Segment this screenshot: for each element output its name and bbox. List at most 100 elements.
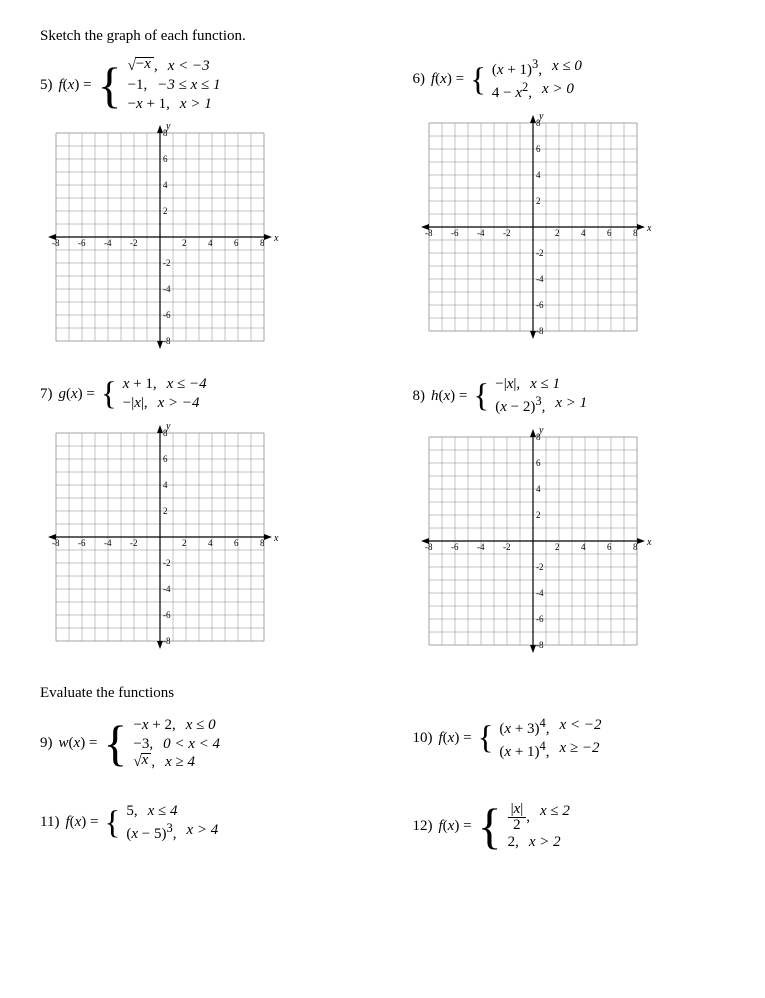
case-expr: −x + 1, [128,95,170,114]
case-cond: x ≤ −4 [167,375,207,394]
case-cond: x < −2 [560,716,602,739]
svg-text:4: 4 [208,238,213,248]
brace-icon: { [101,381,117,407]
case-expr: −|x|, [495,375,520,394]
svg-text:6: 6 [607,228,612,238]
svg-text:-8: -8 [425,542,433,552]
svg-text:6: 6 [234,238,239,248]
case-expr: (x + 1)4, [499,739,549,762]
case-expr: 2, [508,833,519,852]
svg-text:-2: -2 [503,542,511,552]
cases: (x + 1)3,x ≤ 0 4 − x2,x > 0 [492,57,582,103]
svg-text:-2: -2 [163,258,171,268]
svg-text:-6: -6 [451,228,459,238]
svg-text:8: 8 [633,228,638,238]
svg-text:8: 8 [633,542,638,552]
brace-icon: { [103,726,127,761]
problem-number: 12) [413,818,433,835]
problem-number: 11) [40,814,59,831]
cases: −x + 2,x ≤ 0 −3,0 < x < 4 √x,x ≥ 4 [133,716,220,772]
case-expr: (x − 2)3, [495,394,545,417]
case-expr: (x + 3)4, [499,716,549,739]
svg-text:2: 2 [555,542,560,552]
svg-text:-2: -2 [503,228,511,238]
problem-number: 9) [40,735,53,752]
svg-text:4: 4 [536,170,541,180]
svg-text:2: 2 [536,510,541,520]
brace-icon: { [105,810,121,836]
case-expr: −|x|, [123,394,148,413]
svg-text:4: 4 [536,484,541,494]
svg-text:6: 6 [163,154,168,164]
svg-text:-4: -4 [104,538,112,548]
problem-11: 11) f(x) = { 5,x ≤ 4 (x − 5)3,x > 4 [40,802,353,844]
case-expr: x + 1, [123,375,157,394]
svg-text:2: 2 [182,238,187,248]
coordinate-grid-8: -8-6-4-22468-8-6-4-22468 x y [413,421,653,661]
svg-text:-6: -6 [78,538,86,548]
svg-text:-8: -8 [52,538,60,548]
row-9-10: 9) w(x) = { −x + 2,x ≤ 0 −3,0 < x < 4 √x… [40,710,725,776]
svg-text:x: x [273,233,279,244]
svg-text:4: 4 [163,480,168,490]
case-cond: x > −4 [158,394,200,413]
svg-text:-4: -4 [163,284,171,294]
case-cond: −3 ≤ x ≤ 1 [157,76,220,95]
case-expr: −1, [128,76,148,95]
function-lhs: f(x) = [65,814,98,831]
svg-text:x: x [646,537,652,548]
svg-text:2: 2 [182,538,187,548]
svg-text:y: y [165,121,171,132]
case-cond: 0 < x < 4 [163,735,220,754]
svg-text:6: 6 [607,542,612,552]
cases: x + 1, x ≤ −4 −|x|, x > −4 [123,375,207,413]
brace-icon: { [478,725,494,751]
case-expr: √x, [133,753,155,772]
case-cond: x ≥ −2 [560,739,600,762]
case-expr: (x − 5)3, [126,821,176,844]
case-expr: |x|2, [508,802,530,833]
svg-text:6: 6 [536,458,541,468]
case-cond: x < −3 [168,57,210,76]
svg-text:-2: -2 [163,558,171,568]
row-7-8: 7) g(x) = { x + 1,x ≤ −4 −|x|,x > −4 -8-… [40,369,725,661]
svg-text:-2: -2 [130,538,138,548]
brace-icon: { [478,809,502,844]
problem-10: 10) f(x) = { (x + 3)4,x < −2 (x + 1)4,x … [413,716,726,762]
section-header-sketch: Sketch the graph of each function. [40,28,725,45]
case-expr: −3, [133,735,153,754]
case-cond: x > 1 [555,394,587,417]
case-expr: (x + 1)3, [492,57,542,80]
case-expr: √−x, [128,57,158,76]
section-header-evaluate: Evaluate the functions [40,685,725,702]
svg-text:4: 4 [208,538,213,548]
row-5-6: 5) f(x) = { √−x,x < −3 −1,−3 ≤ x ≤ 1 −x … [40,51,725,357]
svg-text:4: 4 [163,180,168,190]
case-cond: x > 2 [529,833,561,852]
case-cond: x ≤ 1 [530,375,560,394]
problem-5: 5) f(x) = { √−x,x < −3 −1,−3 ≤ x ≤ 1 −x … [40,57,353,113]
svg-text:8: 8 [260,538,265,548]
coordinate-grid-5: -8-6-4-22468-8-6-4-22468 x y [40,117,280,357]
svg-text:4: 4 [581,542,586,552]
svg-text:-8: -8 [163,636,171,646]
cases: (x + 3)4, x < −2 (x + 1)4, x ≥ −2 [499,716,601,762]
function-lhs: f(x) = [439,818,472,835]
cases: √−x,x < −3 −1,−3 ≤ x ≤ 1 −x + 1,x > 1 [128,57,221,113]
svg-text:-8: -8 [536,640,544,650]
svg-text:y: y [165,421,171,432]
problem-6: 6) f(x) = { (x + 1)3,x ≤ 0 4 − x2,x > 0 [413,57,726,103]
case-expr: −x + 2, [133,716,175,735]
case-cond: x ≤ 4 [148,802,178,821]
problem-number: 7) [40,386,53,403]
svg-text:-6: -6 [536,300,544,310]
svg-text:-4: -4 [536,274,544,284]
row-11-12: 11) f(x) = { 5,x ≤ 4 (x − 5)3,x > 4 12) … [40,796,725,856]
function-lhs: f(x) = [59,77,92,94]
brace-icon: { [473,383,489,409]
svg-text:-4: -4 [477,542,485,552]
problem-number: 8) [413,388,426,405]
svg-text:6: 6 [163,454,168,464]
svg-text:-8: -8 [52,238,60,248]
svg-text:-4: -4 [536,588,544,598]
